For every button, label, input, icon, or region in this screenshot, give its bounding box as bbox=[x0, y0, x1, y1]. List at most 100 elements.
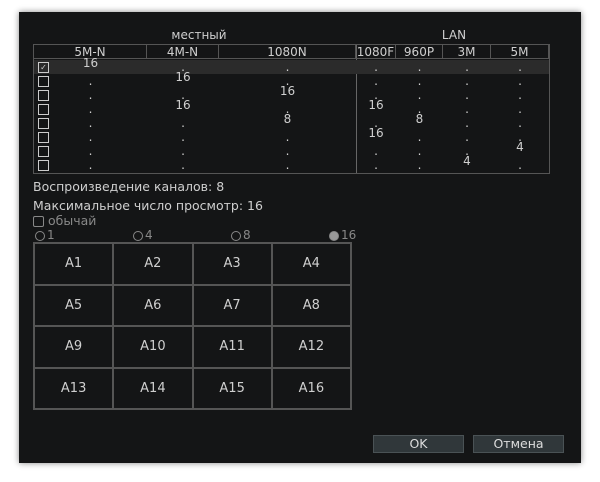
table-cell: . bbox=[417, 102, 422, 116]
table-row[interactable]: ... 16... bbox=[34, 126, 549, 144]
column-header: 5M bbox=[491, 45, 549, 59]
channel-cell[interactable]: A15 bbox=[192, 367, 272, 409]
table-cell: . bbox=[181, 130, 185, 144]
row-checkbox[interactable] bbox=[38, 76, 49, 87]
radio-icon bbox=[35, 230, 45, 241]
table-cell: . bbox=[88, 144, 93, 158]
divider bbox=[356, 45, 357, 173]
table-cell: 16 bbox=[175, 98, 191, 112]
table-cell: . bbox=[88, 158, 93, 172]
max-view: Максимальное число просмотр: 16 bbox=[33, 198, 263, 213]
group-local: местный bbox=[171, 28, 227, 42]
channel-cell[interactable]: A12 bbox=[271, 326, 351, 368]
table-cell: . bbox=[181, 144, 185, 158]
channel-cell[interactable]: A11 bbox=[192, 326, 272, 368]
channel-cell[interactable]: A13 bbox=[34, 367, 114, 409]
table-cell: . bbox=[285, 158, 290, 172]
row-checkbox[interactable] bbox=[38, 90, 49, 101]
custom-checkbox[interactable]: обычай bbox=[33, 213, 96, 228]
table-cell: . bbox=[465, 102, 469, 116]
table-cell: . bbox=[374, 144, 378, 158]
channel-cell[interactable]: A6 bbox=[113, 284, 193, 326]
table-cell: . bbox=[285, 144, 290, 158]
column-header: 1080F bbox=[356, 45, 396, 59]
channel-grid: A1 A2 A3 A4 A5 A6 A7 A8 A9 A10 A11 A12 A13 A14 A15 A16 bbox=[33, 242, 352, 410]
playback-channels: Воспроизведение каналов: 8 bbox=[33, 179, 225, 194]
channel-cell[interactable]: A5 bbox=[34, 284, 114, 326]
row-checkbox[interactable]: ✓ bbox=[38, 62, 49, 73]
custom-label: обычай bbox=[47, 213, 97, 228]
column-header: 960P bbox=[396, 45, 443, 59]
split-radio[interactable]: 1 bbox=[35, 228, 55, 242]
ok-button[interactable]: OK bbox=[373, 435, 464, 453]
table-cell: . bbox=[374, 116, 378, 130]
radio-label: 4 bbox=[145, 228, 153, 242]
table-cell: . bbox=[285, 74, 290, 88]
table-cell: . bbox=[518, 74, 522, 88]
column-header: 5M-N bbox=[34, 45, 147, 59]
table-cell: 16 bbox=[175, 70, 191, 84]
table-cell: . bbox=[88, 88, 93, 102]
radio-icon bbox=[231, 230, 241, 241]
channel-cell[interactable]: A2 bbox=[113, 243, 193, 285]
table-cell: . bbox=[465, 144, 469, 158]
table-cell: . bbox=[374, 158, 378, 172]
table-cell: . bbox=[518, 116, 522, 130]
table-cell: . bbox=[518, 158, 522, 172]
row-checkbox[interactable] bbox=[38, 118, 49, 129]
table-cell: . bbox=[417, 130, 422, 144]
column-header: 4M-N bbox=[147, 45, 219, 59]
row-checkbox[interactable] bbox=[38, 132, 49, 143]
row-checkbox[interactable] bbox=[38, 146, 49, 157]
split-radio[interactable]: 16 bbox=[329, 228, 356, 242]
table-cell: . bbox=[181, 60, 185, 74]
row-checkbox[interactable] bbox=[38, 104, 49, 115]
table-row[interactable]: .. 8. 8.. bbox=[34, 112, 549, 130]
table-cell: . bbox=[465, 130, 469, 144]
channel-cell[interactable]: A10 bbox=[113, 326, 193, 368]
table-cell: . bbox=[417, 144, 422, 158]
radio-label: 1 bbox=[47, 228, 55, 242]
split-radio[interactable]: 4 bbox=[133, 228, 153, 242]
channel-cell[interactable]: A7 bbox=[192, 284, 272, 326]
radio-icon bbox=[329, 230, 339, 241]
table-cell: . bbox=[465, 60, 469, 74]
table-row[interactable]: ✓ 16...... bbox=[34, 56, 549, 74]
radio-icon bbox=[133, 230, 143, 241]
channel-cell[interactable]: A4 bbox=[271, 243, 351, 285]
table-cell: . bbox=[518, 130, 522, 144]
table-cell: . bbox=[88, 116, 93, 130]
table-row[interactable]: ..... 4. bbox=[34, 154, 549, 172]
table-cell: 16 bbox=[368, 98, 384, 112]
table-row[interactable]: . 16. 16... bbox=[34, 98, 549, 116]
channel-table: 5M-N 4M-N 1080N 1080F 960P 3M 5M ✓ 16....... 16..… bbox=[33, 44, 550, 174]
table-row[interactable]: .. 16.... bbox=[34, 84, 549, 102]
cancel-button[interactable]: Отмена bbox=[473, 435, 564, 453]
table-cell: . bbox=[181, 158, 185, 172]
checkbox-icon bbox=[33, 216, 44, 227]
channel-cell[interactable]: A8 bbox=[271, 284, 351, 326]
table-cell: . bbox=[518, 88, 522, 102]
table-cell: . bbox=[285, 102, 290, 116]
table-cell: . bbox=[374, 74, 378, 88]
table-cell: . bbox=[181, 116, 185, 130]
row-checkbox[interactable] bbox=[38, 160, 49, 171]
table-cell: . bbox=[465, 88, 469, 102]
table-cell: . bbox=[465, 74, 469, 88]
channel-cell[interactable]: A3 bbox=[192, 243, 272, 285]
table-cell: . bbox=[417, 74, 422, 88]
table-cell: 16 bbox=[368, 126, 384, 140]
table-cell: . bbox=[417, 60, 422, 74]
channel-cell[interactable]: A16 bbox=[271, 367, 351, 409]
group-lan: LAN bbox=[441, 28, 467, 42]
radio-label: 16 bbox=[341, 228, 357, 242]
table-cell: . bbox=[417, 88, 422, 102]
table-row[interactable]: . 16..... bbox=[34, 70, 549, 88]
split-radio[interactable]: 8 bbox=[231, 228, 251, 242]
channel-cell[interactable]: A14 bbox=[113, 367, 193, 409]
table-cell: 16 bbox=[82, 56, 99, 70]
table-row[interactable]: ...... 4 bbox=[34, 140, 549, 158]
channel-cell[interactable]: A9 bbox=[34, 326, 114, 368]
channel-cell[interactable]: A1 bbox=[34, 243, 114, 285]
table-cell: . bbox=[374, 60, 378, 74]
